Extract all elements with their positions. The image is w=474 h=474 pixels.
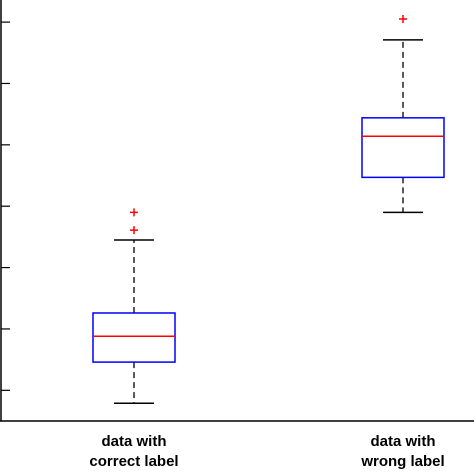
outlier <box>399 15 407 24</box>
x-tick-label: data with correct label <box>89 433 179 470</box>
outlier <box>130 226 138 235</box>
box <box>361 117 445 179</box>
outlier <box>130 208 138 217</box>
box <box>92 312 176 363</box>
x-tick-label: data with wrong label <box>361 433 445 470</box>
